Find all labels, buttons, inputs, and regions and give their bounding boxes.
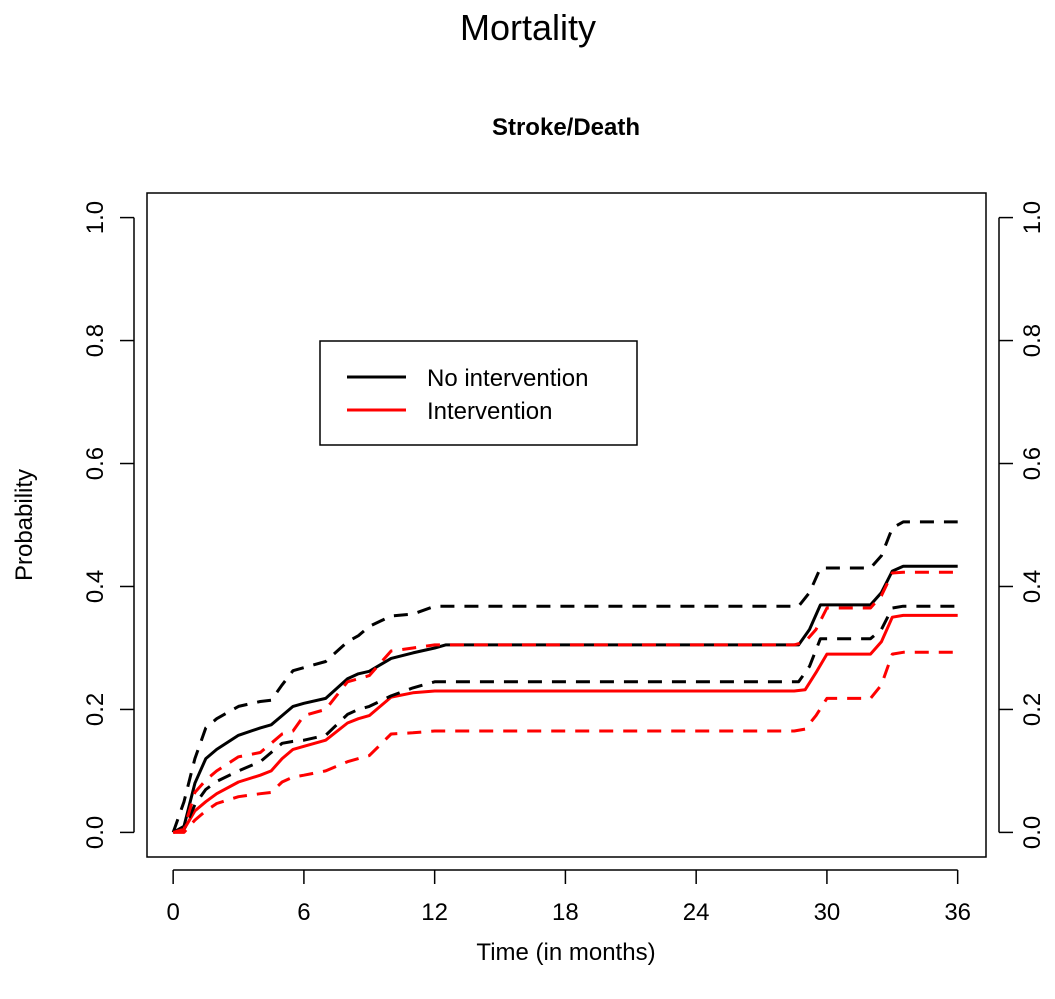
legend-label-no-intervention: No intervention: [427, 365, 588, 392]
y-tick-label-left: 0.8: [82, 324, 109, 357]
y-tick-label-left: 0.4: [82, 570, 109, 603]
x-tick-label: 18: [552, 899, 579, 926]
plot-area-frame: [146, 192, 987, 858]
x-tick-label: 30: [814, 899, 841, 926]
y-tick-label-right: 0.6: [1019, 447, 1046, 480]
y-tick-label-right: 1.0: [1019, 201, 1046, 234]
x-tick-label: 12: [421, 899, 448, 926]
series-ci-line-2: [171, 520, 958, 833]
series-ci-line-5: [173, 650, 958, 834]
y-axis-label: Probability: [11, 469, 38, 581]
x-tick-label: 24: [683, 899, 710, 926]
chart-title: Stroke/Death: [492, 114, 640, 141]
y-tick-label-left: 0.0: [82, 816, 109, 849]
series-line-0: [172, 564, 958, 834]
y-tick-label-right: 0.2: [1019, 693, 1046, 726]
axes-group: 0 6 12 18 24 30 36 0.0 0.0 0.2 0.2 0.4 0.4 0.6 0.6 0.8 0…: [82, 201, 1046, 926]
x-tick-label: 0: [166, 899, 179, 926]
y-tick-label-right: 0.8: [1019, 324, 1046, 357]
y-tick-label-left: 0.2: [82, 693, 109, 726]
legend-label-intervention: Intervention: [427, 398, 552, 425]
legend: No intervention Intervention: [319, 340, 638, 446]
legend-box: [319, 340, 638, 446]
y-tick-label-left: 0.6: [82, 447, 109, 480]
series-group: [171, 520, 958, 834]
main-title: Mortality: [460, 7, 596, 48]
x-tick-label: 6: [297, 899, 310, 926]
series-ci-line-3: [172, 604, 958, 834]
y-tick-label-right: 0.0: [1019, 816, 1046, 849]
x-axis-label: Time (in months): [476, 939, 655, 966]
y-tick-label-right: 0.4: [1019, 570, 1046, 603]
series-ci-line-4: [172, 570, 958, 834]
y-tick-label-left: 1.0: [82, 201, 109, 234]
series-line-1: [172, 613, 958, 834]
x-tick-label: 36: [944, 899, 971, 926]
